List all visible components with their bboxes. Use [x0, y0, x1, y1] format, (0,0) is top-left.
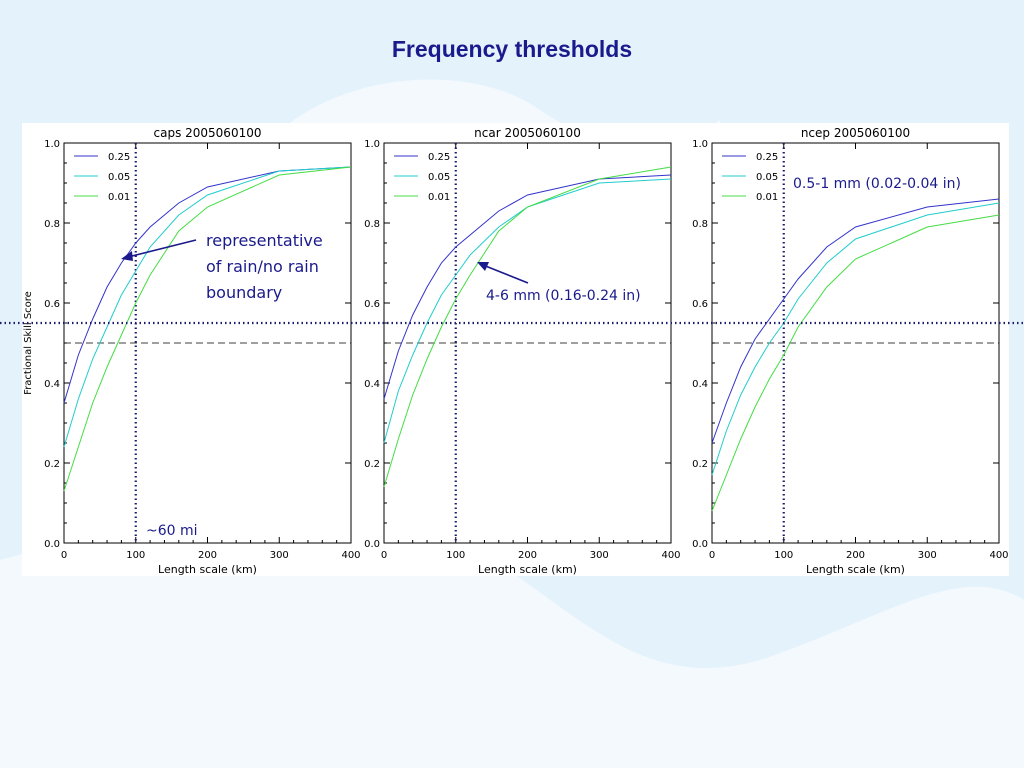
y-tick-label: 0.2	[692, 459, 708, 470]
chart-layer: caps 2005060100 0 100 200 300 400 0.0 0.2 0.4 0.6…	[23, 126, 1009, 576]
series-line-0.01	[383, 166, 672, 488]
x-tick-label: 200	[846, 550, 865, 561]
series-line-0.25	[711, 198, 1000, 444]
chart-3: ncep 2005060100 0 100 200 300 400 0.0 0.2 0.4 0.6…	[692, 126, 1008, 576]
annotation-rain-boundary-line: of rain/no rain	[206, 257, 319, 276]
arrowhead	[121, 251, 133, 261]
y-tick-label: 0.4	[364, 379, 380, 390]
annotation-rain-boundary-line: representative	[206, 231, 323, 250]
y-tick-label: 0.0	[692, 539, 708, 550]
x-axis-label: Length scale (km)	[158, 563, 257, 576]
chart-title: ncar 2005060100	[474, 126, 581, 140]
legend-label: 0.25	[108, 152, 130, 163]
slide-title: Frequency thresholds	[391, 36, 633, 62]
x-tick-label: 400	[661, 550, 680, 561]
series-line-0.05	[383, 178, 672, 444]
y-tick-label: 1.0	[44, 139, 60, 150]
x-axis-label: Length scale (km)	[806, 563, 905, 576]
y-tick-label: 0.6	[44, 299, 60, 310]
chart-1: caps 2005060100 0 100 200 300 400 0.0 0.2 0.4 0.6…	[23, 126, 361, 576]
chart-title: ncep 2005060100	[801, 126, 910, 140]
y-tick-label: 0.4	[692, 379, 708, 390]
x-tick-label: 400	[989, 550, 1008, 561]
legend-label: 0.01	[428, 192, 450, 203]
legend-label: 0.25	[428, 152, 450, 163]
y-tick-label: 0.6	[364, 299, 380, 310]
y-tick-label: 0.8	[44, 219, 60, 230]
overlay-layer: representative of rain/no rain boundary ~60…	[0, 176, 1024, 539]
annotation-ncar-threshold: 4-6 mm (0.16-0.24 in)	[486, 288, 641, 304]
annotation-ncep-threshold: 0.5-1 mm (0.02-0.04 in)	[793, 176, 961, 192]
series-line-0.01	[711, 214, 1000, 512]
series-line-0.25	[63, 166, 352, 404]
x-tick-label: 200	[518, 550, 537, 561]
y-tick-label: 1.0	[364, 139, 380, 150]
chart-2: ncar 2005060100 0 100 200 300 400 0.0 0.2 0.4 0.6…	[364, 126, 680, 576]
y-axis-label: Fractional Skill Score	[23, 291, 34, 395]
x-tick-label: 300	[270, 550, 289, 561]
x-tick-label: 300	[918, 550, 937, 561]
x-tick-label: 100	[446, 550, 465, 561]
annotation-rain-boundary-line: boundary	[206, 283, 282, 302]
y-tick-label: 0.8	[692, 219, 708, 230]
legend-label: 0.05	[428, 172, 450, 183]
x-tick-label: 0	[61, 550, 67, 561]
x-tick-label: 0	[381, 550, 387, 561]
arrowhead	[477, 262, 489, 271]
series-line-0.05	[63, 166, 352, 448]
series-line-0.01	[63, 166, 352, 492]
chart-title: caps 2005060100	[154, 126, 262, 140]
x-tick-label: 0	[709, 550, 715, 561]
x-axis-label: Length scale (km)	[478, 563, 577, 576]
y-tick-label: 0.2	[44, 459, 60, 470]
y-tick-label: 0.6	[692, 299, 708, 310]
x-tick-label: 300	[590, 550, 609, 561]
x-tick-label: 400	[341, 550, 360, 561]
y-tick-label: 0.0	[44, 539, 60, 550]
y-tick-label: 0.8	[364, 219, 380, 230]
y-tick-label: 0.2	[364, 459, 380, 470]
legend-label: 0.01	[108, 192, 130, 203]
x-tick-label: 100	[126, 550, 145, 561]
legend-label: 0.05	[756, 172, 778, 183]
legend-label: 0.05	[108, 172, 130, 183]
y-tick-label: 1.0	[692, 139, 708, 150]
x-tick-label: 100	[774, 550, 793, 561]
x-tick-label: 200	[198, 550, 217, 561]
series-line-0.25	[383, 174, 672, 400]
annotation-arrow-ncar	[482, 264, 529, 284]
y-tick-label: 0.0	[364, 539, 380, 550]
y-tick-label: 0.4	[44, 379, 60, 390]
annotation-60-mi: ~60 mi	[146, 523, 198, 539]
legend-label: 0.25	[756, 152, 778, 163]
annotation-arrow-rain-boundary	[127, 239, 197, 258]
legend-label: 0.01	[756, 192, 778, 203]
